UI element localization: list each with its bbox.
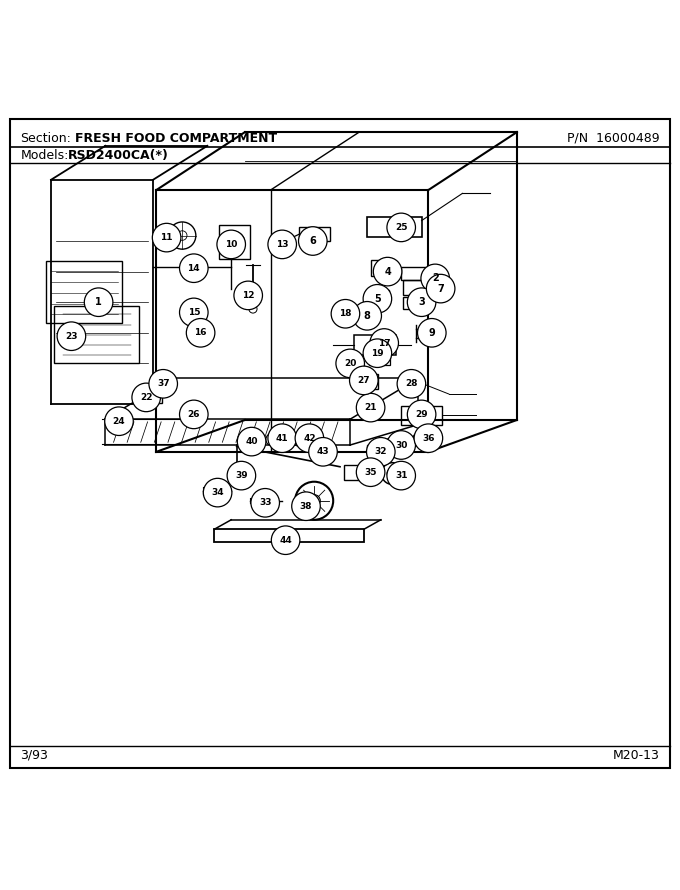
Circle shape bbox=[299, 227, 327, 255]
Text: 37: 37 bbox=[157, 379, 169, 388]
Text: 27: 27 bbox=[358, 376, 370, 384]
Text: 15: 15 bbox=[188, 308, 200, 317]
Circle shape bbox=[418, 319, 446, 347]
Text: 6: 6 bbox=[309, 236, 316, 246]
Circle shape bbox=[268, 424, 296, 452]
Circle shape bbox=[227, 461, 256, 490]
Circle shape bbox=[180, 254, 208, 282]
Circle shape bbox=[407, 400, 436, 429]
Circle shape bbox=[373, 257, 402, 286]
Text: 44: 44 bbox=[279, 536, 292, 545]
Text: 34: 34 bbox=[211, 488, 224, 498]
Circle shape bbox=[350, 366, 378, 394]
Circle shape bbox=[421, 264, 449, 293]
Circle shape bbox=[152, 223, 181, 252]
Text: 17: 17 bbox=[378, 338, 390, 347]
Circle shape bbox=[149, 369, 177, 398]
Circle shape bbox=[295, 424, 324, 452]
Text: 36: 36 bbox=[422, 433, 435, 442]
Text: 30: 30 bbox=[395, 441, 407, 449]
Circle shape bbox=[309, 438, 337, 466]
Circle shape bbox=[356, 458, 385, 487]
Text: 21: 21 bbox=[364, 403, 377, 412]
Circle shape bbox=[217, 231, 245, 259]
Text: 3: 3 bbox=[418, 297, 425, 307]
Circle shape bbox=[57, 322, 86, 351]
Text: 16: 16 bbox=[194, 328, 207, 337]
Text: 11: 11 bbox=[160, 233, 173, 242]
Circle shape bbox=[84, 288, 113, 317]
Circle shape bbox=[186, 319, 215, 347]
Text: 20: 20 bbox=[344, 359, 356, 368]
Circle shape bbox=[407, 288, 436, 317]
Circle shape bbox=[271, 526, 300, 554]
Text: 24: 24 bbox=[113, 417, 125, 425]
Text: 23: 23 bbox=[65, 332, 78, 341]
Text: 10: 10 bbox=[225, 240, 237, 249]
Circle shape bbox=[353, 302, 381, 330]
Text: 40: 40 bbox=[245, 437, 258, 446]
Text: 13: 13 bbox=[276, 240, 288, 249]
Text: 18: 18 bbox=[339, 309, 352, 319]
Text: M20-13: M20-13 bbox=[613, 748, 660, 762]
Text: 33: 33 bbox=[259, 498, 271, 507]
Text: 3/93: 3/93 bbox=[20, 748, 48, 762]
Circle shape bbox=[331, 299, 360, 328]
Text: 29: 29 bbox=[415, 410, 428, 419]
Text: 31: 31 bbox=[395, 471, 407, 480]
Circle shape bbox=[292, 492, 320, 521]
Text: 41: 41 bbox=[276, 433, 288, 442]
Text: 22: 22 bbox=[140, 392, 152, 402]
Text: 28: 28 bbox=[405, 379, 418, 388]
Text: 39: 39 bbox=[235, 471, 248, 480]
Text: 25: 25 bbox=[395, 222, 407, 232]
Circle shape bbox=[180, 400, 208, 429]
Text: 4: 4 bbox=[384, 267, 391, 277]
Circle shape bbox=[268, 231, 296, 259]
Text: 5: 5 bbox=[374, 294, 381, 303]
Circle shape bbox=[387, 431, 415, 459]
Circle shape bbox=[363, 339, 392, 368]
Circle shape bbox=[387, 461, 415, 490]
Circle shape bbox=[363, 285, 392, 313]
Circle shape bbox=[132, 383, 160, 412]
Circle shape bbox=[190, 327, 197, 334]
Circle shape bbox=[387, 213, 415, 242]
Circle shape bbox=[237, 427, 266, 456]
Text: 2: 2 bbox=[432, 273, 439, 283]
Text: 43: 43 bbox=[317, 448, 329, 457]
Circle shape bbox=[234, 281, 262, 310]
Text: 9: 9 bbox=[428, 328, 435, 338]
Text: RSD2400CA(*): RSD2400CA(*) bbox=[68, 149, 169, 162]
Text: 1: 1 bbox=[95, 297, 102, 307]
Text: 32: 32 bbox=[375, 448, 387, 457]
Text: 14: 14 bbox=[188, 263, 200, 272]
Text: Models:: Models: bbox=[20, 149, 69, 162]
Circle shape bbox=[336, 349, 364, 377]
Text: 26: 26 bbox=[188, 410, 200, 419]
Circle shape bbox=[397, 369, 426, 398]
Circle shape bbox=[370, 328, 398, 357]
Text: 12: 12 bbox=[242, 291, 254, 300]
Text: P/N  16000489: P/N 16000489 bbox=[567, 132, 660, 145]
Text: 42: 42 bbox=[303, 433, 316, 442]
Circle shape bbox=[356, 393, 385, 422]
Circle shape bbox=[251, 489, 279, 517]
Text: 19: 19 bbox=[371, 349, 384, 358]
Text: 7: 7 bbox=[437, 284, 444, 294]
Text: 38: 38 bbox=[300, 502, 312, 511]
Circle shape bbox=[367, 438, 395, 466]
Circle shape bbox=[414, 424, 443, 452]
Circle shape bbox=[105, 407, 133, 435]
Text: 8: 8 bbox=[364, 311, 371, 320]
Circle shape bbox=[426, 274, 455, 303]
FancyBboxPatch shape bbox=[10, 118, 670, 768]
Circle shape bbox=[203, 478, 232, 507]
Circle shape bbox=[180, 298, 208, 327]
Text: FRESH FOOD COMPARTMENT: FRESH FOOD COMPARTMENT bbox=[75, 132, 277, 145]
Text: 35: 35 bbox=[364, 468, 377, 477]
Text: Section:: Section: bbox=[20, 132, 71, 145]
